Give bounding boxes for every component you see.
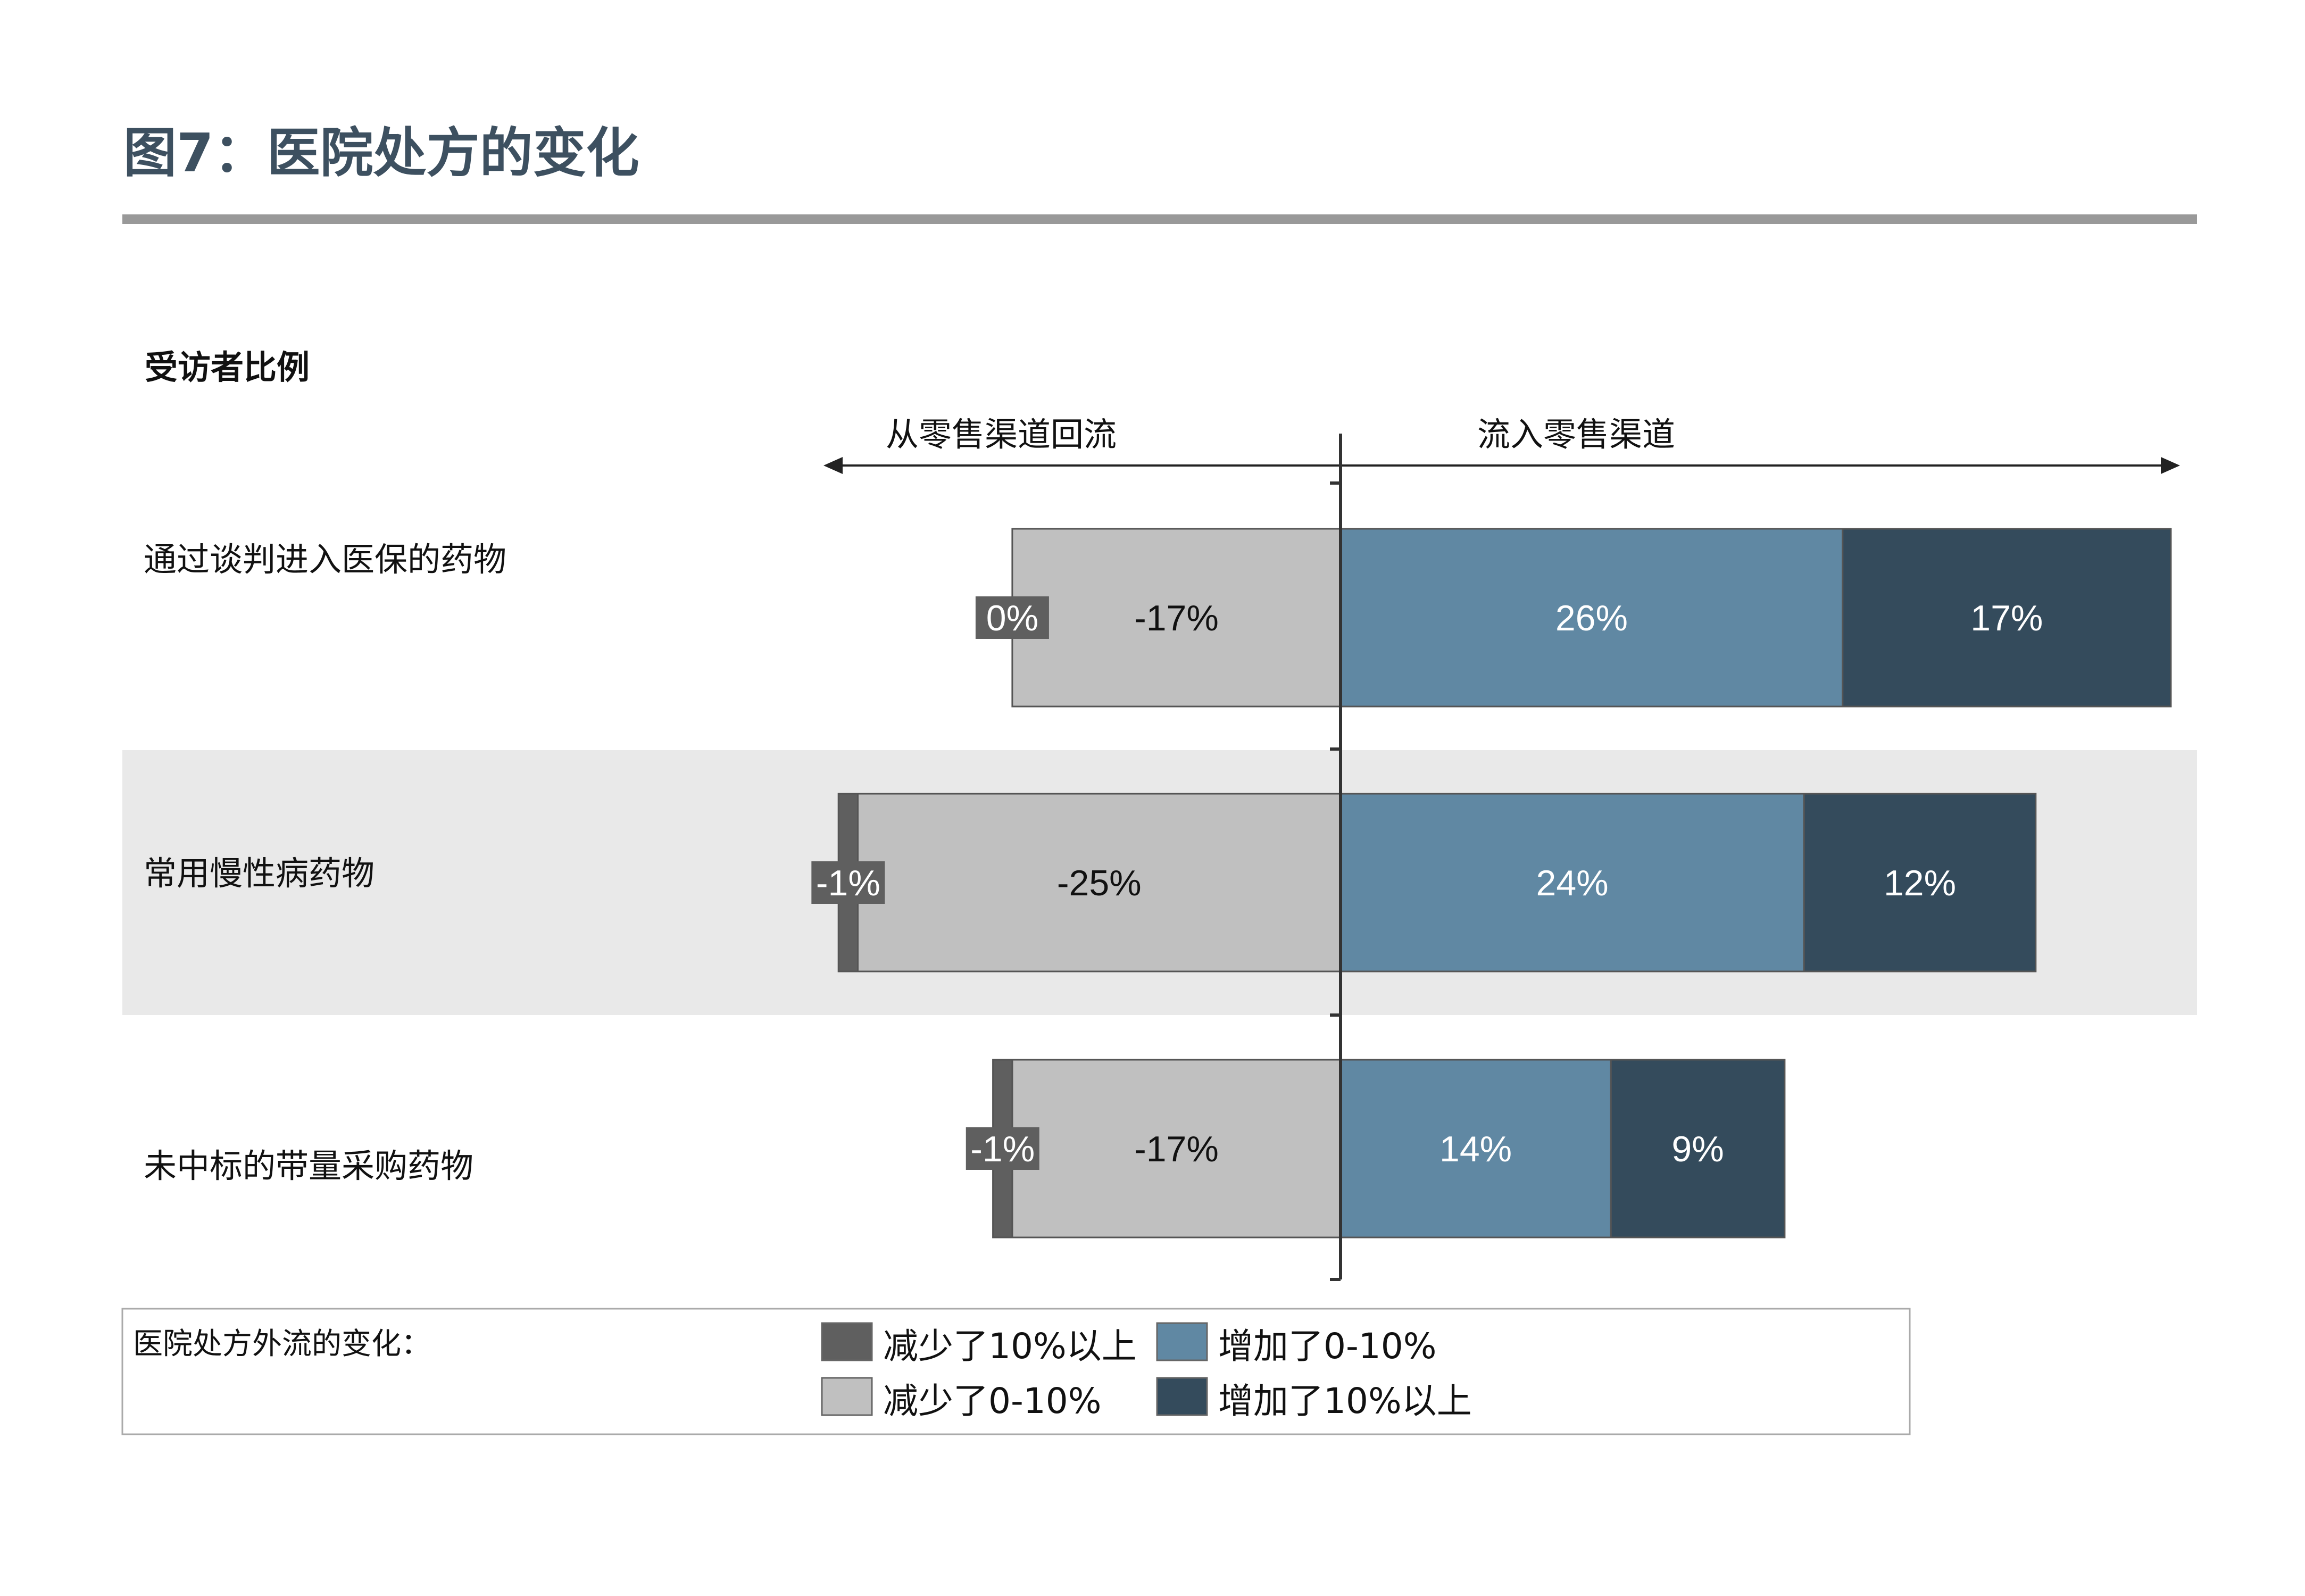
bar-label-box-decrease-over-10: [975, 596, 1049, 639]
respondent-label: 受访者比例: [145, 348, 310, 387]
legend-swatch-decrease-0-10: [821, 1377, 873, 1416]
bar-increase-over-10: [1610, 1059, 1786, 1238]
bar-label-increase-over-10: 12%: [1884, 863, 1956, 903]
bar-label-decrease-0-10: -17%: [1134, 598, 1219, 638]
category-label-vbp: 未中标的带量采购药物: [144, 1146, 473, 1185]
legend-swatch-increase-0-10: [1156, 1322, 1208, 1361]
bar-increase-over-10: [1803, 793, 2037, 972]
category-label-chronic: 常用慢性病药物: [144, 854, 375, 893]
bar-label-decrease-0-10: -17%: [1134, 1129, 1219, 1169]
bar-decrease-0-10: [1011, 528, 1342, 708]
bar-label-decrease-over-10: -1%: [816, 863, 880, 903]
direction-left-label: 从零售渠道回流: [886, 415, 1117, 454]
chart-title: 图7：医院处方的变化: [123, 122, 639, 184]
direction-right-label: 流入零售渠道: [1477, 415, 1675, 454]
legend-label-increase-0-10: 增加了0-10%: [1218, 1326, 1437, 1367]
legend-swatch-increase-over-10: [1156, 1377, 1208, 1416]
legend-label-decrease-0-10: 减少了0-10%: [883, 1381, 1102, 1422]
bars-group: -17% 0% 26% 17% -25% -1% 24% 12% -17% -1% 14% 9%: [811, 434, 2172, 1281]
bar-increase-0-10: [1339, 528, 1844, 708]
legend-swatch-decrease-over-10: [821, 1322, 873, 1361]
category-label-negotiated: 通过谈判进入医保的药物: [144, 540, 506, 579]
bar-label-decrease-over-10: 0%: [986, 598, 1038, 638]
bar-label-decrease-0-10: -25%: [1057, 863, 1142, 903]
legend: 医院处方外流的变化： 减少了10%以上 增加了0-10% 减少了0-10% 增加…: [121, 1308, 1911, 1435]
bar-label-decrease-over-10: -1%: [970, 1129, 1035, 1169]
bar-increase-0-10: [1339, 793, 1805, 972]
legend-box: [121, 1308, 1911, 1435]
title-divider: [122, 214, 2197, 224]
legend-title: 医院处方外流的变化：: [133, 1327, 431, 1361]
bar-label-box-decrease-over-10: [811, 861, 885, 904]
bar-label-increase-over-10: 9%: [1671, 1129, 1724, 1169]
bar-label-increase-over-10: 17%: [1970, 598, 2043, 638]
bar-increase-over-10: [1842, 528, 2172, 708]
bar-label-box-decrease-over-10: [966, 1127, 1039, 1170]
bar-label-increase-0-10: 26%: [1555, 598, 1628, 638]
bar-decrease-0-10: [857, 793, 1342, 972]
direction-arrow: [823, 457, 2180, 474]
legend-label-decrease-over-10: 减少了10%以上: [883, 1326, 1137, 1367]
bar-increase-0-10: [1339, 1059, 1612, 1238]
bar-label-increase-0-10: 24%: [1536, 863, 1609, 903]
bar-label-increase-0-10: 14%: [1439, 1129, 1512, 1169]
bar-decrease-0-10: [1011, 1059, 1342, 1238]
legend-label-increase-over-10: 增加了10%以上: [1218, 1381, 1472, 1422]
